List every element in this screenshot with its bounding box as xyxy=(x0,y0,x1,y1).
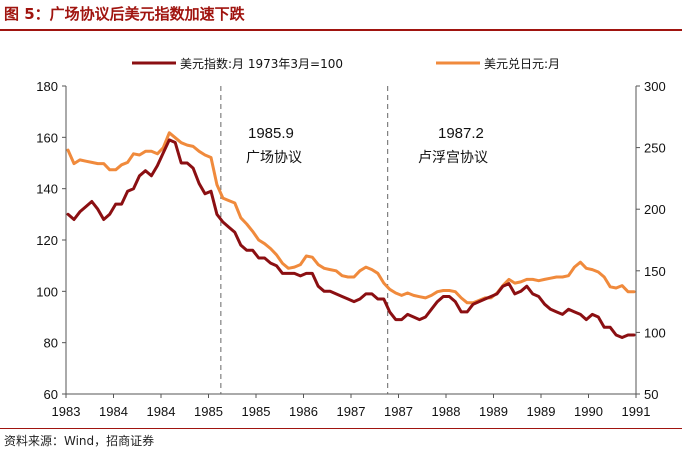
usd-jpy-line xyxy=(66,131,636,305)
left-axis-tick-label: 120 xyxy=(36,233,58,248)
right-axis-tick-label: 200 xyxy=(644,202,666,217)
legend-label-dollar-index: 美元指数:月 1973年3月=100 xyxy=(180,56,343,71)
right-axis-tick-label: 100 xyxy=(644,325,666,340)
x-axis-tick-label: 1983 xyxy=(52,404,81,419)
title-divider xyxy=(0,29,682,31)
title-bar: 图 5：广场协议后美元指数加速下跌 xyxy=(0,0,682,30)
right-axis-tick-label: 250 xyxy=(644,141,666,156)
right-axis-tick-label: 150 xyxy=(644,264,666,279)
x-axis-tick-label: 1984 xyxy=(99,404,128,419)
x-axis-tick-label: 1987 xyxy=(337,404,366,419)
left-axis-tick-label: 60 xyxy=(44,387,58,402)
x-axis-tick-label: 1991 xyxy=(622,404,651,419)
left-axis-tick-label: 100 xyxy=(36,284,58,299)
left-axis-tick-label: 160 xyxy=(36,130,58,145)
x-axis-tick-label: 1984 xyxy=(147,404,176,419)
x-axis-tick-label: 1986 xyxy=(289,404,318,419)
x-axis-tick-label: 1988 xyxy=(432,404,461,419)
figure-title: 图 5：广场协议后美元指数加速下跌 xyxy=(4,5,245,23)
annotation-number-plaza: 1985.9 xyxy=(248,125,294,142)
x-axis-tick-label: 1989 xyxy=(527,404,556,419)
dollar-index-line xyxy=(66,138,636,339)
left-axis-tick-label: 140 xyxy=(36,182,58,197)
annotation-number-louvre: 1987.2 xyxy=(438,125,484,142)
x-axis-tick-label: 1990 xyxy=(574,404,603,419)
source-note: 资料来源：Wind，招商证券 xyxy=(4,434,155,448)
right-axis-tick-label: 300 xyxy=(644,79,666,94)
x-axis-tick-label: 1985 xyxy=(194,404,223,419)
left-axis-tick-label: 80 xyxy=(44,336,58,351)
x-axis-tick-label: 1985 xyxy=(242,404,271,419)
annotation-text-louvre: 卢浮宫协议 xyxy=(418,150,488,166)
annotation-text-plaza: 广场协议 xyxy=(246,150,302,166)
right-axis-tick-label: 50 xyxy=(644,387,658,402)
left-axis-tick-label: 180 xyxy=(36,79,58,94)
legend-label-usd-jpy: 美元兑日元:月 xyxy=(484,57,560,71)
source-divider xyxy=(0,428,682,429)
x-axis-tick-label: 1987 xyxy=(384,404,413,419)
x-axis-tick-label: 1989 xyxy=(479,404,508,419)
